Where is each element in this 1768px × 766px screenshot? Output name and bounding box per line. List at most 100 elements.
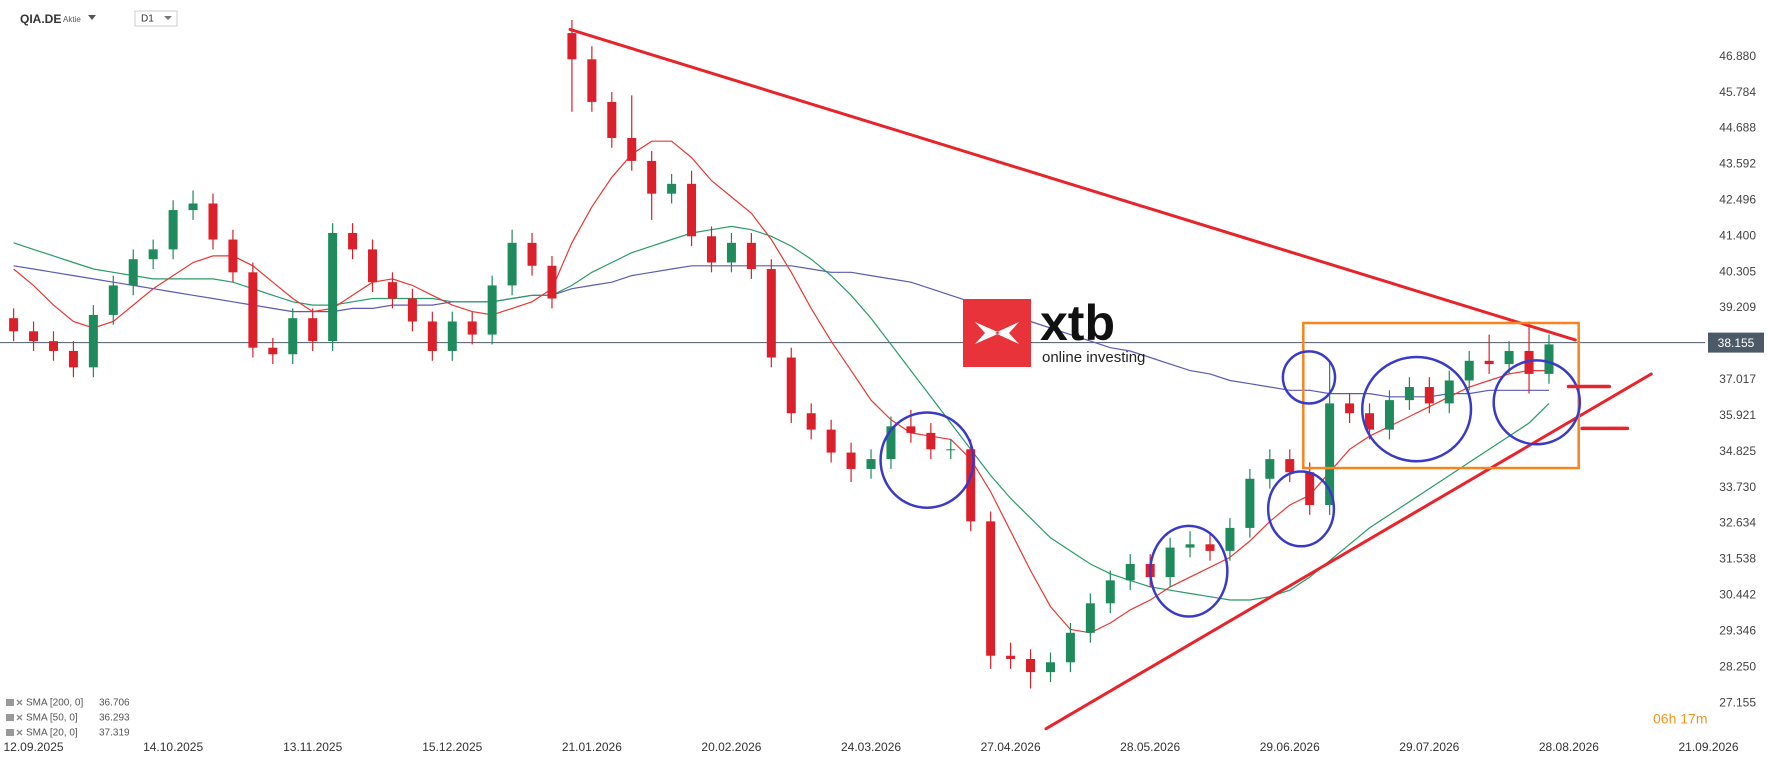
- y-tick-label: 39.209: [1719, 300, 1756, 314]
- legend-label: SMA [20, 0]: [26, 728, 78, 739]
- candle-body: [507, 242, 517, 286]
- candle-body: [29, 331, 39, 342]
- x-tick-label: 14.10.2025: [143, 740, 203, 754]
- candle-body: [308, 318, 318, 342]
- candle-body: [1444, 380, 1454, 404]
- sma-line: [13, 140, 1549, 634]
- y-tick-label: 40.305: [1719, 264, 1756, 278]
- timeframe-arrow[interactable]: [164, 16, 172, 20]
- candle-body: [348, 232, 358, 250]
- timeframe[interactable]: D1: [141, 14, 154, 25]
- candle-body: [1345, 403, 1355, 414]
- candle-body: [1085, 603, 1095, 633]
- xtb-logo: xtb online investing: [963, 295, 1145, 367]
- candle-body: [647, 160, 657, 194]
- y-tick-label: 33.730: [1719, 480, 1756, 494]
- resistance-trendline: [568, 27, 1577, 342]
- candle-body: [427, 321, 437, 351]
- candle-body: [1245, 478, 1255, 528]
- x-tick-label: 24.03.2026: [841, 740, 901, 754]
- highlight-circle: [1492, 359, 1582, 446]
- y-tick-label: 32.634: [1719, 516, 1756, 530]
- candle-body: [368, 249, 378, 283]
- highlight-circle: [1281, 350, 1337, 405]
- candle-body: [627, 137, 637, 161]
- highlight-circle: [1149, 524, 1229, 618]
- candle-body: [1165, 547, 1175, 578]
- candle-body: [188, 203, 198, 211]
- symbol[interactable]: QIA.DE: [20, 12, 61, 26]
- candle-body: [48, 341, 58, 351]
- candle-body: [1424, 387, 1434, 404]
- y-tick-label: 28.250: [1719, 659, 1756, 673]
- y-tick-label: 35.921: [1719, 408, 1756, 422]
- y-tick-label: 46.880: [1719, 49, 1756, 63]
- candle-body: [1125, 563, 1135, 581]
- candle-body: [467, 321, 477, 335]
- sma-line: [13, 225, 1550, 601]
- candle-body: [1504, 350, 1514, 365]
- x-tick-label: 28.05.2026: [1120, 740, 1180, 754]
- candle-body: [1185, 544, 1195, 548]
- y-tick-label: 42.496: [1719, 193, 1756, 207]
- logo-mark: [963, 299, 1031, 367]
- instrument-type: Aktie: [63, 15, 81, 24]
- x-tick-label: 29.07.2026: [1399, 740, 1459, 754]
- legend-close-icon: [16, 729, 23, 736]
- legend-close-icon: [16, 714, 23, 721]
- candle-body: [966, 449, 976, 522]
- candle-body: [906, 426, 916, 433]
- timeframe-box[interactable]: [134, 10, 178, 27]
- last-price-badge: [1708, 332, 1764, 353]
- y-tick-label: 27.155: [1719, 695, 1756, 709]
- candle-body: [1225, 527, 1235, 551]
- candle-body: [88, 314, 98, 368]
- logo-x: [975, 322, 1019, 344]
- candle-body: [228, 239, 238, 273]
- x-tick-label: 21.09.2026: [1678, 740, 1738, 754]
- candle-body: [846, 452, 856, 469]
- candle-body: [1305, 472, 1315, 505]
- candle-body: [487, 285, 497, 335]
- candle-body: [806, 413, 816, 430]
- legend-value: 36.293: [99, 713, 130, 724]
- y-tick-label: 31.538: [1719, 552, 1756, 566]
- highlight-circle: [879, 411, 975, 509]
- logo-brand: xtb: [1040, 295, 1115, 351]
- y-tick-label: 44.688: [1719, 121, 1756, 135]
- x-tick-label: 28.08.2026: [1539, 740, 1599, 754]
- candle-body: [208, 203, 218, 240]
- candle-body: [587, 59, 597, 102]
- x-tick-label: 21.01.2026: [562, 740, 622, 754]
- candle-body: [1484, 360, 1494, 365]
- legend-value: 36.706: [99, 698, 130, 709]
- candle-body: [1265, 459, 1275, 479]
- dropdown-arrow[interactable]: [88, 15, 96, 20]
- candle-body: [1026, 659, 1036, 673]
- y-tick-label: 41.400: [1719, 228, 1756, 242]
- candle-body: [288, 318, 298, 355]
- candle-countdown: 06h 17m: [1653, 711, 1707, 727]
- candle-body: [1065, 632, 1075, 663]
- candle-body: [1045, 662, 1055, 673]
- y-tick-label: 34.825: [1719, 444, 1756, 458]
- candle-body: [1384, 400, 1394, 430]
- candle-body: [1544, 344, 1554, 374]
- x-tick-label: 15.12.2025: [422, 740, 482, 754]
- x-tick-label: 12.09.2025: [4, 740, 64, 754]
- support-trendline: [1044, 372, 1653, 731]
- candle-body: [328, 232, 338, 342]
- highlight-circle: [1360, 355, 1473, 463]
- y-tick-label: 43.592: [1719, 157, 1756, 171]
- candle-body: [726, 242, 736, 263]
- candle-body: [607, 101, 617, 138]
- x-tick-label: 13.11.2025: [283, 740, 342, 754]
- candle-body: [1464, 360, 1474, 381]
- candle-body: [866, 459, 876, 469]
- candle-body: [1105, 580, 1115, 604]
- legend-label: SMA [50, 0]: [26, 713, 78, 724]
- candle-body: [826, 429, 836, 453]
- candle-body: [148, 249, 158, 260]
